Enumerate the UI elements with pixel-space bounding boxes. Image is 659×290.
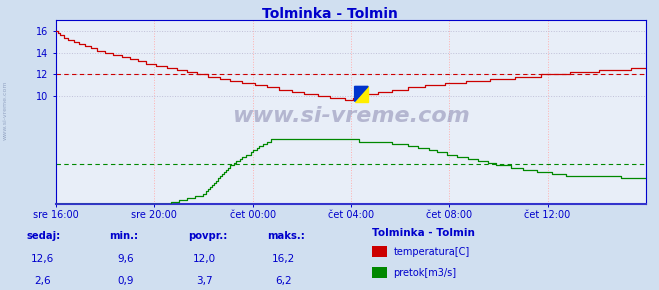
Text: Tolminka - Tolmin: Tolminka - Tolmin: [262, 7, 397, 21]
Text: min.:: min.:: [109, 231, 138, 240]
Text: 12,0: 12,0: [192, 254, 216, 264]
Text: Tolminka - Tolmin: Tolminka - Tolmin: [372, 228, 475, 238]
Text: 3,7: 3,7: [196, 276, 213, 286]
Text: 9,6: 9,6: [117, 254, 134, 264]
Text: www.si-vreme.com: www.si-vreme.com: [232, 106, 470, 126]
FancyBboxPatch shape: [372, 267, 387, 278]
Polygon shape: [355, 86, 368, 102]
Text: pretok[m3/s]: pretok[m3/s]: [393, 268, 457, 278]
Text: povpr.:: povpr.:: [188, 231, 227, 240]
Text: 0,9: 0,9: [117, 276, 134, 286]
Text: 2,6: 2,6: [34, 276, 51, 286]
Text: maks.:: maks.:: [267, 231, 304, 240]
Text: sedaj:: sedaj:: [26, 231, 61, 240]
Text: 16,2: 16,2: [272, 254, 295, 264]
FancyBboxPatch shape: [372, 246, 387, 257]
Text: temperatura[C]: temperatura[C]: [393, 247, 470, 257]
Text: 6,2: 6,2: [275, 276, 292, 286]
Polygon shape: [355, 86, 368, 102]
Text: www.si-vreme.com: www.si-vreme.com: [3, 80, 8, 140]
Text: 12,6: 12,6: [31, 254, 55, 264]
